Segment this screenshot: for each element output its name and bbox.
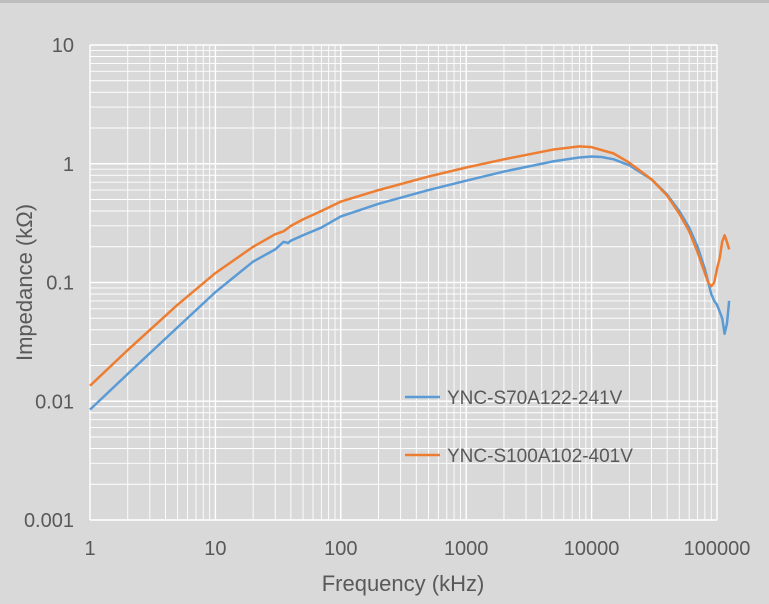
legend-label-series-2: YNC-S100A102-401V: [447, 446, 633, 467]
x-tick-label: 10000: [564, 538, 620, 560]
series-lines: [89, 145, 731, 411]
x-axis-title: Frequency (kHz): [322, 571, 485, 596]
legend: YNC-S70A122-241V YNC-S100A102-401V: [405, 388, 633, 467]
y-tick-label: 0.001: [24, 510, 74, 532]
grid-lines: [89, 44, 718, 521]
x-tick-label: 100: [324, 538, 357, 560]
y-tick-label: 0.1: [46, 273, 74, 295]
series-line-2: [89, 145, 731, 387]
x-tick-label: 100000: [684, 538, 751, 560]
legend-label-series-1: YNC-S70A122-241V: [447, 388, 623, 409]
x-tick-label: 1000: [444, 538, 489, 560]
x-axis-ticks: 1 10 100 1000 10000 100000: [84, 538, 750, 560]
y-axis-ticks: 0.001 0.01 0.1 1 10: [24, 35, 74, 532]
y-tick-label: 1: [63, 154, 74, 176]
impedance-chart: 0.001 0.01 0.1 1 10 1 10 100 1000 10000 100000 Im…: [12, 35, 750, 596]
y-tick-label: 0.01: [35, 391, 74, 413]
y-tick-label: 10: [52, 35, 74, 57]
y-axis-title: Impedance (kΩ): [12, 204, 37, 361]
series-line-1: [89, 155, 731, 411]
x-tick-label: 1: [84, 538, 95, 560]
x-tick-label: 10: [204, 538, 226, 560]
